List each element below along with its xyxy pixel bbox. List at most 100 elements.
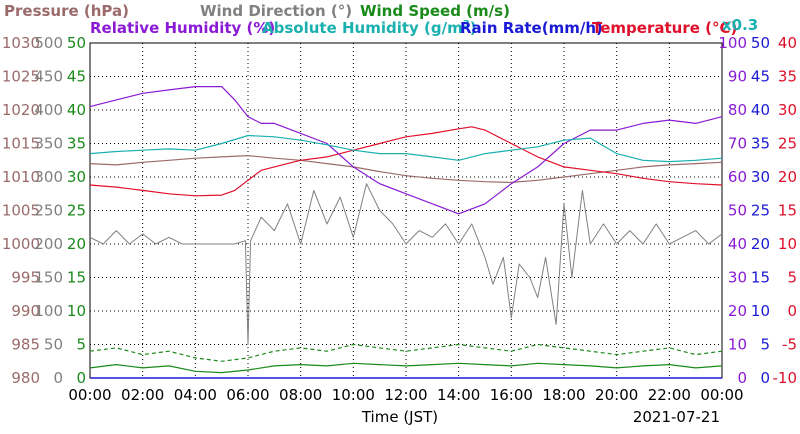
- wind-speed-title: Wind Speed (m/s): [360, 2, 510, 20]
- series-wind-direction: [89, 183, 723, 345]
- rh-tick-label: 10: [728, 336, 747, 354]
- temp-tick-label: 40: [778, 34, 797, 52]
- wind-direction-tick-label: 200: [34, 235, 63, 253]
- pressure-tick-label: 1020: [2, 101, 40, 119]
- pressure-axis: 1030 1025 1020 1015 1010 1005 1000 995 990 985 980: [2, 34, 40, 387]
- rh-tick-label: 70: [728, 135, 747, 153]
- temp-tick-label: 35: [778, 68, 797, 86]
- x-tick-label: 12:00: [384, 386, 427, 404]
- pressure-tick-label: 980: [11, 369, 40, 387]
- x-tick-label: 18:00: [542, 386, 585, 404]
- pressure-tick-label: 990: [11, 302, 40, 320]
- wind-speed-tick-label: 5: [76, 336, 86, 354]
- temp-tick-label: 30: [778, 101, 797, 119]
- temp-axis: 40 35 30 25 20 15 10 5 0 -5 -10: [773, 34, 798, 387]
- wind-speed-tick-label: 30: [67, 168, 86, 186]
- rain-tick-label: 5: [760, 336, 770, 354]
- x-tick-label: 20:00: [595, 386, 638, 404]
- pressure-title: Pressure (hPa): [4, 2, 129, 20]
- rh-tick-label: 100: [718, 34, 747, 52]
- wind-direction-tick-label: 50: [44, 336, 63, 354]
- x-tick-label: 00:00: [700, 386, 743, 404]
- temp-tick-label: 10: [778, 235, 797, 253]
- rh-tick-label: 20: [728, 302, 747, 320]
- title-row-1: Pressure (hPa) Wind Direction (°) Wind S…: [4, 2, 510, 20]
- rh-tick-label: 40: [728, 235, 747, 253]
- temp-tick-label: -10: [773, 369, 798, 387]
- series-layer: [89, 85, 723, 379]
- wind-direction-title: Wind Direction (°): [200, 2, 352, 20]
- x-tick-label: 08:00: [279, 386, 322, 404]
- rain-tick-label: 15: [751, 269, 770, 287]
- series-pressure: [89, 155, 723, 183]
- rain-tick-label: 35: [751, 135, 770, 153]
- pressure-tick-label: 1030: [2, 34, 40, 52]
- pressure-tick-label: 995: [11, 269, 40, 287]
- rh-tick-label: 30: [728, 269, 747, 287]
- rain-tick-label: 50: [751, 34, 770, 52]
- rain-tick-label: 45: [751, 68, 770, 86]
- series-temp: [89, 126, 723, 197]
- wind-speed-tick-label: 50: [67, 34, 86, 52]
- wind-speed-tick-label: 0: [76, 369, 86, 387]
- rh-tick-label: 0: [737, 369, 747, 387]
- rain-tick-label: 10: [751, 302, 770, 320]
- ah-title: Absolute Humidity (g/m3): [262, 19, 477, 37]
- rh-tick-label: 50: [728, 202, 747, 220]
- wind-direction-tick-label: 150: [34, 269, 63, 287]
- rain-tick-label: 40: [751, 101, 770, 119]
- wind-direction-tick-label: 100: [34, 302, 63, 320]
- temp-title: Temperature (°C): [592, 19, 737, 37]
- wind-direction-tick-label: 450: [34, 68, 63, 86]
- wind-direction-tick-label: 500: [34, 34, 63, 52]
- pressure-tick-label: 985: [11, 336, 40, 354]
- x-tick-label: 06:00: [226, 386, 269, 404]
- factor-label: x0.3: [722, 16, 758, 34]
- rain-tick-label: 0: [760, 369, 770, 387]
- rh-tick-label: 60: [728, 168, 747, 186]
- x-tick-label: 04:00: [174, 386, 217, 404]
- pressure-tick-label: 1015: [2, 135, 40, 153]
- wind-speed-tick-label: 20: [67, 235, 86, 253]
- x-tick-label: 22:00: [648, 386, 691, 404]
- rain-tick-label: 20: [751, 235, 770, 253]
- wind-direction-tick-label: 300: [34, 168, 63, 186]
- pressure-tick-label: 1005: [2, 202, 40, 220]
- rain-tick-label: 25: [751, 202, 770, 220]
- rh-title: Relative Humidity (%): [90, 19, 275, 37]
- title-row-2: Relative Humidity (%) Absolute Humidity …: [90, 16, 758, 37]
- x-axis: 00:00 02:00 04:00 06:00 08:00 10:00 12:00 14:00…: [68, 386, 743, 404]
- pressure-tick-label: 1010: [2, 168, 40, 186]
- series-wind-speed: [89, 362, 723, 374]
- temp-tick-label: 0: [787, 302, 797, 320]
- wind-direction-tick-label: 350: [34, 135, 63, 153]
- temp-tick-label: 5: [787, 269, 797, 287]
- rh-tick-label: 80: [728, 101, 747, 119]
- ah-title-sup: 3: [463, 19, 470, 30]
- wind-speed-tick-label: 10: [67, 302, 86, 320]
- wind-direction-tick-label: 400: [34, 101, 63, 119]
- date-label: 2021-07-21: [633, 408, 720, 426]
- x-tick-label: 10:00: [332, 386, 375, 404]
- pressure-tick-label: 1025: [2, 68, 40, 86]
- x-tick-label: 14:00: [437, 386, 480, 404]
- temp-tick-label: 15: [778, 202, 797, 220]
- series-ah: [89, 134, 723, 163]
- rh-tick-label: 90: [728, 68, 747, 86]
- wind-direction-tick-label: 0: [53, 369, 63, 387]
- temp-tick-label: 25: [778, 135, 797, 153]
- rain-tick-label: 30: [751, 168, 770, 186]
- wind-speed-tick-label: 15: [67, 269, 86, 287]
- series-wind-speed-max: [89, 343, 723, 362]
- pressure-tick-label: 1000: [2, 235, 40, 253]
- rain-title: Rain Rate(mm/h): [460, 19, 603, 37]
- temp-tick-label: -5: [782, 336, 797, 354]
- x-tick-label: 02:00: [121, 386, 164, 404]
- grid: [90, 43, 722, 378]
- x-tick-label: 16:00: [490, 386, 533, 404]
